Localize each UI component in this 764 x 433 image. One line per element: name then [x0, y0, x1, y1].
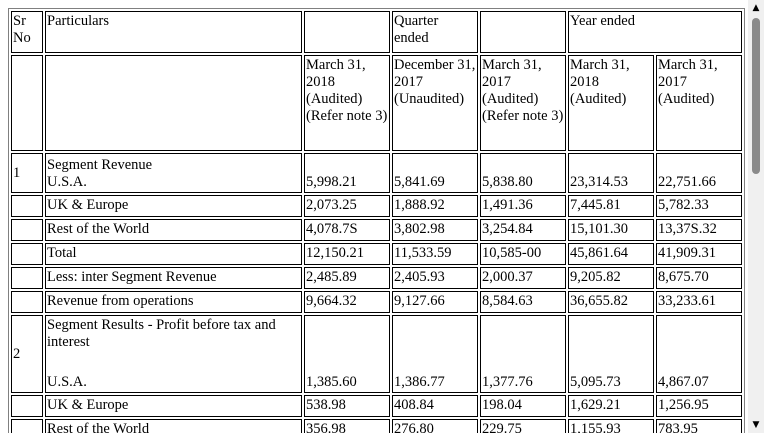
row-label-text: U.S.A. — [47, 374, 87, 390]
value-cell: 33,233.61 — [656, 291, 742, 313]
header-particulars: Particulars — [45, 11, 302, 53]
table-row: Rest of the World 4,078.7S 3,802.98 3,25… — [11, 219, 742, 241]
scrollbar-thumb[interactable] — [752, 18, 760, 174]
section-heading: Segment Revenue — [47, 157, 153, 173]
value-cell: 5,838.80 — [480, 153, 566, 193]
row-label: Segment Revenue U.S.A. — [45, 153, 302, 193]
value-cell: 8,675.70 — [656, 267, 742, 289]
value-cell: 15,101.30 — [568, 219, 654, 241]
value-cell: 1,385.60 — [304, 315, 390, 393]
column-header-3: March 31, 2017 (Audited) (Refer note 3) — [480, 55, 566, 151]
header-blank-1 — [304, 11, 390, 53]
row-label-text: U.S.A. — [47, 174, 87, 190]
value-cell: 9,127.66 — [392, 291, 478, 313]
value-cell: 45,861.64 — [568, 243, 654, 265]
scroll-down-icon[interactable]: ▼ — [752, 420, 760, 430]
value-cell: 1,629.21 — [568, 395, 654, 417]
value-cell: 1,386.77 — [392, 315, 478, 393]
column-header-4: March 31, 2018 (Audited) — [568, 55, 654, 151]
table-row: Rest of the World 356.98 276.80 229.75 1… — [11, 419, 742, 433]
header-row-2: March 31, 2018 (Audited) (Refer note 3) … — [11, 55, 742, 151]
table-row: Total 12,150.21 11,533.59 10,585-00 45,8… — [11, 243, 742, 265]
value-cell: 1,888.92 — [392, 195, 478, 217]
value-cell: 1,377.76 — [480, 315, 566, 393]
value-cell: 1,491.36 — [480, 195, 566, 217]
section-heading: Segment Results - Profit before tax and … — [47, 317, 276, 350]
sr-cell — [11, 291, 43, 313]
value-cell: 538.98 — [304, 395, 390, 417]
value-cell: 356.98 — [304, 419, 390, 433]
segment-report-table: Sr No Particulars Quarter ended Year end… — [8, 8, 745, 433]
header-row-1: Sr No Particulars Quarter ended Year end… — [11, 11, 742, 53]
value-cell: 5,841.69 — [392, 153, 478, 193]
value-cell: 3,254.84 — [480, 219, 566, 241]
header-blank-sr — [11, 55, 43, 151]
value-cell: 4,078.7S — [304, 219, 390, 241]
table-row: Less: inter Segment Revenue 2,485.89 2,4… — [11, 267, 742, 289]
sr-cell — [11, 267, 43, 289]
value-cell: 3,802.98 — [392, 219, 478, 241]
value-cell: 198.04 — [480, 395, 566, 417]
table-row: Revenue from operations 9,664.32 9,127.6… — [11, 291, 742, 313]
value-cell: 9,664.32 — [304, 291, 390, 313]
value-cell: 783.95 — [656, 419, 742, 433]
value-cell: 10,585-00 — [480, 243, 566, 265]
row-label: Total — [45, 243, 302, 265]
column-header-2: December 31, 2017 (Unaudited) — [392, 55, 478, 151]
value-cell: 408.84 — [392, 395, 478, 417]
value-cell: 2,000.37 — [480, 267, 566, 289]
value-cell: 5,095.73 — [568, 315, 654, 393]
value-cell: 2,405.93 — [392, 267, 478, 289]
header-sr-no: Sr No — [11, 11, 43, 53]
sr-cell — [11, 419, 43, 433]
header-quarter-ended: Quarter ended — [392, 11, 478, 53]
value-cell: 13,37S.32 — [656, 219, 742, 241]
value-cell: 4,867.07 — [656, 315, 742, 393]
report-viewport: Sr No Particulars Quarter ended Year end… — [8, 8, 745, 433]
value-cell: 36,655.82 — [568, 291, 654, 313]
sr-cell — [11, 219, 43, 241]
header-blank-part — [45, 55, 302, 151]
value-cell: 9,205.82 — [568, 267, 654, 289]
value-cell: 1,155.93 — [568, 419, 654, 433]
sr-cell — [11, 395, 43, 417]
section-sr: 2 — [11, 315, 43, 393]
value-cell: 5,782.33 — [656, 195, 742, 217]
value-cell: 276.80 — [392, 419, 478, 433]
sr-cell — [11, 195, 43, 217]
table-row: 2 Segment Results - Profit before tax an… — [11, 315, 742, 393]
table-row: UK & Europe 538.98 408.84 198.04 1,629.2… — [11, 395, 742, 417]
value-cell: 2,485.89 — [304, 267, 390, 289]
value-cell: 8,584.63 — [480, 291, 566, 313]
value-cell: 41,909.31 — [656, 243, 742, 265]
row-label: Rest of the World — [45, 219, 302, 241]
column-header-5: March 31, 2017 (Audited) — [656, 55, 742, 151]
row-label: Revenue from operations — [45, 291, 302, 313]
row-label: UK & Europe — [45, 395, 302, 417]
column-header-1: March 31, 2018 (Audited) (Refer note 3) — [304, 55, 390, 151]
value-cell: 7,445.81 — [568, 195, 654, 217]
value-cell: 5,998.21 — [304, 153, 390, 193]
value-cell: 1,256.95 — [656, 395, 742, 417]
value-cell: 2,073.25 — [304, 195, 390, 217]
value-cell: 22,751.66 — [656, 153, 742, 193]
sr-cell — [11, 243, 43, 265]
value-cell: 12,150.21 — [304, 243, 390, 265]
row-label: Less: inter Segment Revenue — [45, 267, 302, 289]
table-row: UK & Europe 2,073.25 1,888.92 1,491.36 7… — [11, 195, 742, 217]
value-cell: 11,533.59 — [392, 243, 478, 265]
row-label: Segment Results - Profit before tax and … — [45, 315, 302, 393]
row-label: Rest of the World — [45, 419, 302, 433]
section-sr: 1 — [11, 153, 43, 193]
header-blank-2 — [480, 11, 566, 53]
header-year-ended: Year ended — [568, 11, 742, 53]
value-cell: 23,314.53 — [568, 153, 654, 193]
table-row: 1 Segment Revenue U.S.A. 5,998.21 5,841.6… — [11, 153, 742, 193]
vertical-scrollbar[interactable]: ▲ ▼ — [748, 0, 764, 433]
value-cell: 229.75 — [480, 419, 566, 433]
scroll-up-icon[interactable]: ▲ — [752, 3, 760, 13]
row-label: UK & Europe — [45, 195, 302, 217]
